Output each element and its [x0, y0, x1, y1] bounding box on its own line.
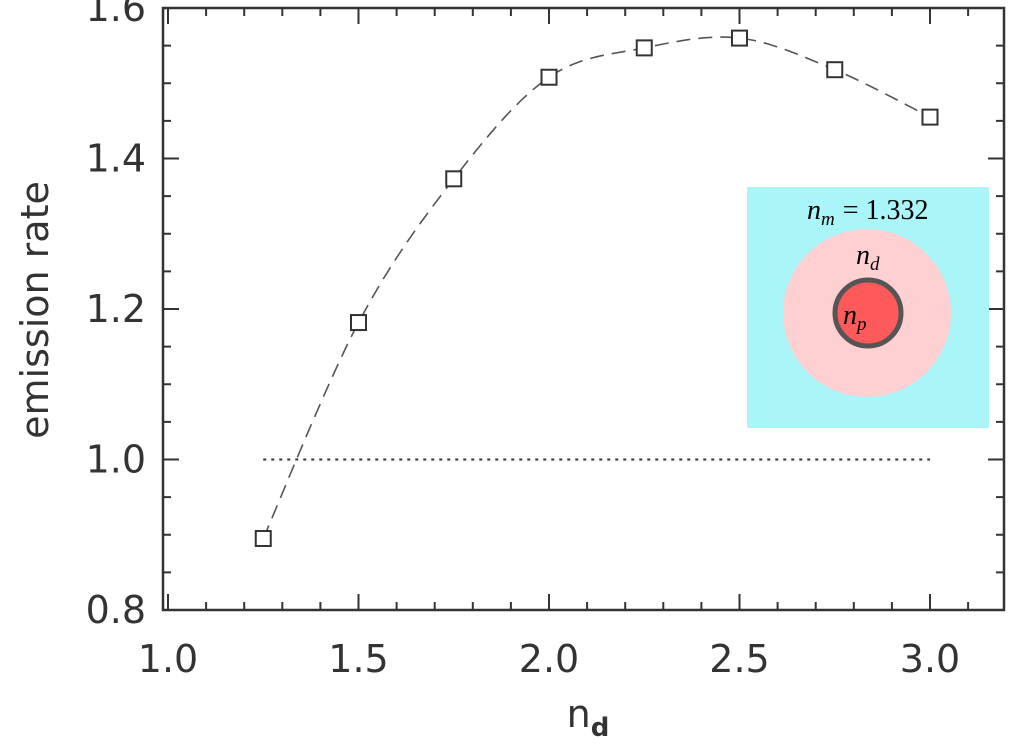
series-markers	[254, 29, 939, 548]
data-point-marker	[731, 29, 748, 47]
inset-core-circle	[832, 277, 904, 349]
data-point-marker	[350, 314, 367, 332]
data-point-marker	[540, 68, 558, 86]
inset-core-label: np	[843, 300, 867, 335]
plot-frame	[161, 6, 1006, 612]
inset-schematic: nm = 1.332 nd np	[747, 187, 989, 428]
x-tick-labels: 1.0 1.5 2.0 2.5 3.0	[138, 637, 960, 681]
inset-shell-label: nd	[856, 240, 880, 275]
data-point-marker	[635, 39, 653, 57]
y-tick-label: 1.0	[86, 438, 146, 482]
y-tick-label: 1.4	[86, 137, 146, 181]
axis-ticks	[163, 7, 1004, 611]
data-point-marker	[921, 108, 939, 126]
x-tick-label: 3.0	[900, 637, 960, 681]
data-point-marker	[445, 170, 463, 188]
y-tick-label: 1.2	[86, 287, 146, 331]
data-point-marker	[254, 530, 272, 548]
y-axis-title: emission rate	[13, 181, 57, 439]
y-tick-label: 1.6	[86, 0, 146, 30]
data-point-marker	[826, 61, 844, 79]
x-tick-label: 2.0	[519, 637, 579, 681]
inset-medium-label: nm = 1.332	[807, 195, 929, 230]
series-dashed-line	[262, 36, 931, 539]
x-axis-title: nd	[567, 692, 610, 743]
y-tick-label: 0.8	[86, 588, 146, 632]
x-tick-label: 1.5	[328, 637, 388, 681]
x-tick-label: 1.0	[138, 637, 198, 681]
y-tick-labels: 0.8 1.0 1.2 1.4 1.6	[86, 0, 146, 632]
x-tick-label: 2.5	[709, 637, 769, 681]
